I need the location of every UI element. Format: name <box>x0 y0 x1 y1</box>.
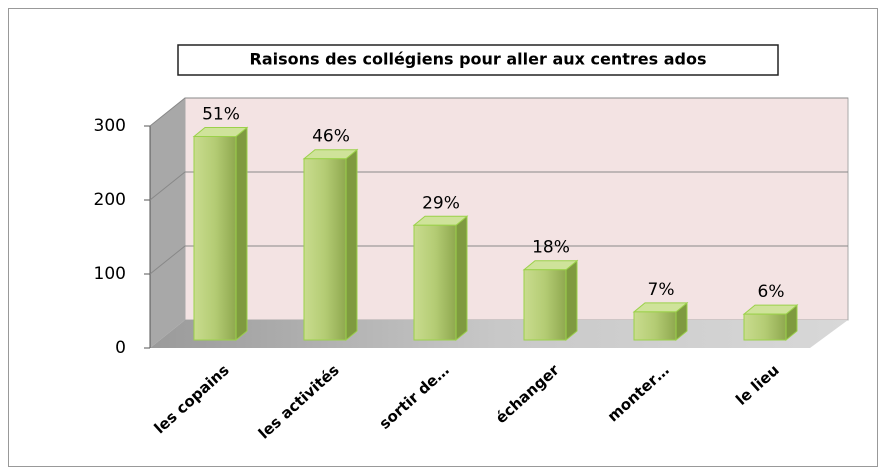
bar <box>192 126 249 342</box>
back-wall <box>184 97 849 321</box>
chart-title: Raisons des collégiens pour aller aux ce… <box>250 50 707 69</box>
bar-face <box>633 311 677 341</box>
bar-face <box>455 215 468 342</box>
grid-line <box>149 171 848 201</box>
y-tick-label: 0 <box>115 338 126 358</box>
floor <box>150 320 848 348</box>
data-label: 46% <box>312 127 350 147</box>
grid-line <box>149 97 848 127</box>
title-box <box>177 44 779 76</box>
bar <box>632 301 689 342</box>
bar-face <box>345 148 358 342</box>
side-wall <box>150 98 185 348</box>
grid-line <box>149 245 848 275</box>
data-label: 18% <box>532 238 570 258</box>
data-label: 7% <box>648 280 675 300</box>
bar <box>522 259 579 342</box>
bar <box>742 304 799 342</box>
bar <box>302 148 359 342</box>
bar-face <box>193 136 237 341</box>
y-tick-label: 100 <box>94 264 126 284</box>
y-tick-label: 200 <box>94 190 126 210</box>
data-label: 29% <box>422 193 460 213</box>
bar-face <box>743 313 787 341</box>
y-tick-label: 300 <box>94 116 126 136</box>
bar <box>412 215 469 342</box>
data-label: 6% <box>758 282 785 302</box>
data-label: 51% <box>202 105 240 125</box>
bar-face <box>523 269 567 341</box>
bar-face <box>235 126 248 342</box>
bar-face <box>303 158 347 341</box>
bar-face <box>413 224 457 341</box>
bar-face <box>565 259 578 342</box>
